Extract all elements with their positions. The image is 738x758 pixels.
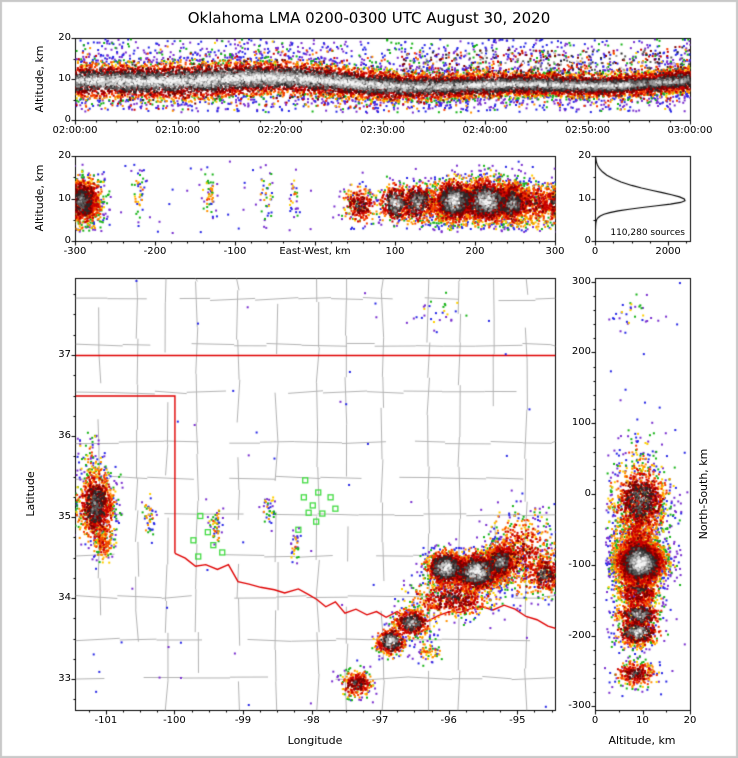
tick-label: 200 [571,346,591,358]
tick-label: 100 [385,246,405,257]
ns-panel-ylabel: North-South, km [697,448,710,540]
tick-label: 10 [58,73,71,84]
tick-label: 200 [465,246,485,257]
tick-label: 35 [58,511,71,523]
tick-label: 0 [591,715,599,726]
tick-label: -101 [94,715,118,726]
tick-label: 300 [571,275,591,287]
tick-label: 20 [58,150,71,161]
tick-label: 02:40:00 [462,125,508,136]
tick-label: 20 [578,150,591,161]
tick-label: 02:50:00 [565,125,610,136]
tick-label: 10 [578,192,591,204]
tick-label: 0 [584,235,591,246]
tick-label: 03:00:00 [667,125,713,136]
map-xlabel: Longitude [287,734,343,747]
tick-label: -300 [63,246,87,257]
tick-label: -99 [234,715,252,726]
tick-label: 33 [58,673,71,685]
tick-label: -200 [143,246,167,257]
ew-panel-xlabel: East-West, km [279,246,351,257]
tick-label: 0 [584,488,591,499]
tick-label: -300 [568,700,591,712]
map-ylabel: Latitude [24,471,37,517]
tick-label: -100 [568,558,591,570]
tick-label: 02:00:00 [52,125,98,136]
source-count-annotation: 110,280 sources [610,228,685,238]
tick-label: 10 [636,715,649,726]
tick-label: 0 [591,246,599,257]
tick-label: -98 [303,715,320,726]
tick-label: 02:20:00 [257,125,303,136]
tick-label: 37 [58,348,71,360]
tick-label: 20 [683,715,697,726]
tick-label: 0 [64,114,71,125]
tick-label: -100 [163,715,186,726]
tick-label: 0 [64,235,71,246]
figure-title: Oklahoma LMA 0200-0300 UTC August 30, 20… [187,9,551,27]
tick-label: 36 [58,430,71,442]
tick-label: 100 [571,417,591,429]
tick-label: 02:10:00 [155,125,200,136]
tick-label: -96 [440,715,457,726]
tick-label: -97 [371,715,389,726]
tick-label: 02:30:00 [360,125,405,136]
tick-label: -100 [223,246,247,257]
tick-label: -200 [568,629,591,641]
tick-label: 34 [58,592,71,604]
ns-panel-xlabel: Altitude, km [608,734,676,747]
tick-label: -95 [509,715,526,726]
tick-label: 2000 [655,246,681,257]
tick-label: 300 [545,246,565,257]
tick-label: 20 [58,32,71,43]
tick-label: 10 [58,192,71,204]
